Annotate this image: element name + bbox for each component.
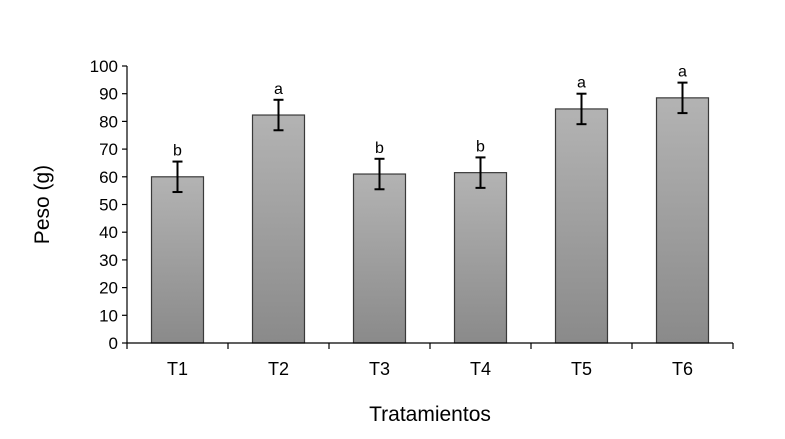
bar-t3 — [352, 173, 407, 344]
axes — [126, 66, 733, 344]
y-tick-label: 0 — [109, 334, 118, 353]
y-tick-label: 100 — [90, 57, 118, 76]
y-ticks: 0 10 20 30 40 50 60 70 80 90 100 — [90, 57, 127, 353]
x-axis-title: Tratamientos — [369, 403, 491, 426]
bar-t4 — [453, 172, 508, 344]
y-axis-title: Peso (g) — [31, 165, 54, 244]
error-bar-t3 — [374, 157, 385, 191]
error-bar-t4 — [475, 156, 486, 189]
bar-t5 — [554, 108, 609, 344]
y-tick-label: 50 — [99, 196, 118, 215]
x-tick-label: T5 — [571, 359, 592, 379]
error-bar-t2 — [273, 98, 284, 132]
significance-label-t1: b — [173, 143, 182, 160]
error-bar-t5 — [576, 92, 587, 126]
significance-label-t6: a — [678, 64, 687, 81]
error-bar-t1 — [172, 160, 183, 194]
y-tick-label: 40 — [99, 223, 118, 242]
x-ticks: T1 T2 T3 T4 T5 T6 — [126, 343, 734, 379]
significance-label-t5: a — [577, 75, 586, 92]
x-tick-label: T2 — [268, 359, 289, 379]
significance-label-t2: a — [274, 81, 283, 98]
bar-t6 — [655, 97, 710, 344]
bars — [150, 97, 710, 344]
significance-label-t3: b — [375, 140, 384, 157]
y-tick-label: 10 — [99, 306, 118, 325]
y-tick-label: 80 — [99, 112, 118, 131]
significance-labels: b a b b a a — [173, 64, 687, 160]
x-tick-label: T1 — [167, 359, 188, 379]
y-tick-label: 90 — [99, 85, 118, 104]
y-tick-label: 20 — [99, 279, 118, 298]
y-tick-label: 70 — [99, 140, 118, 159]
x-tick-label: T4 — [470, 359, 491, 379]
x-tick-label: T3 — [369, 359, 390, 379]
y-tick-label: 30 — [99, 251, 118, 270]
x-tick-label: T6 — [672, 359, 693, 379]
bar-t2 — [251, 114, 306, 344]
y-tick-label: 60 — [99, 168, 118, 187]
significance-label-t4: b — [476, 138, 485, 155]
error-bar-t6 — [677, 81, 688, 115]
bar-t1 — [150, 176, 205, 344]
error-bars — [172, 81, 688, 194]
